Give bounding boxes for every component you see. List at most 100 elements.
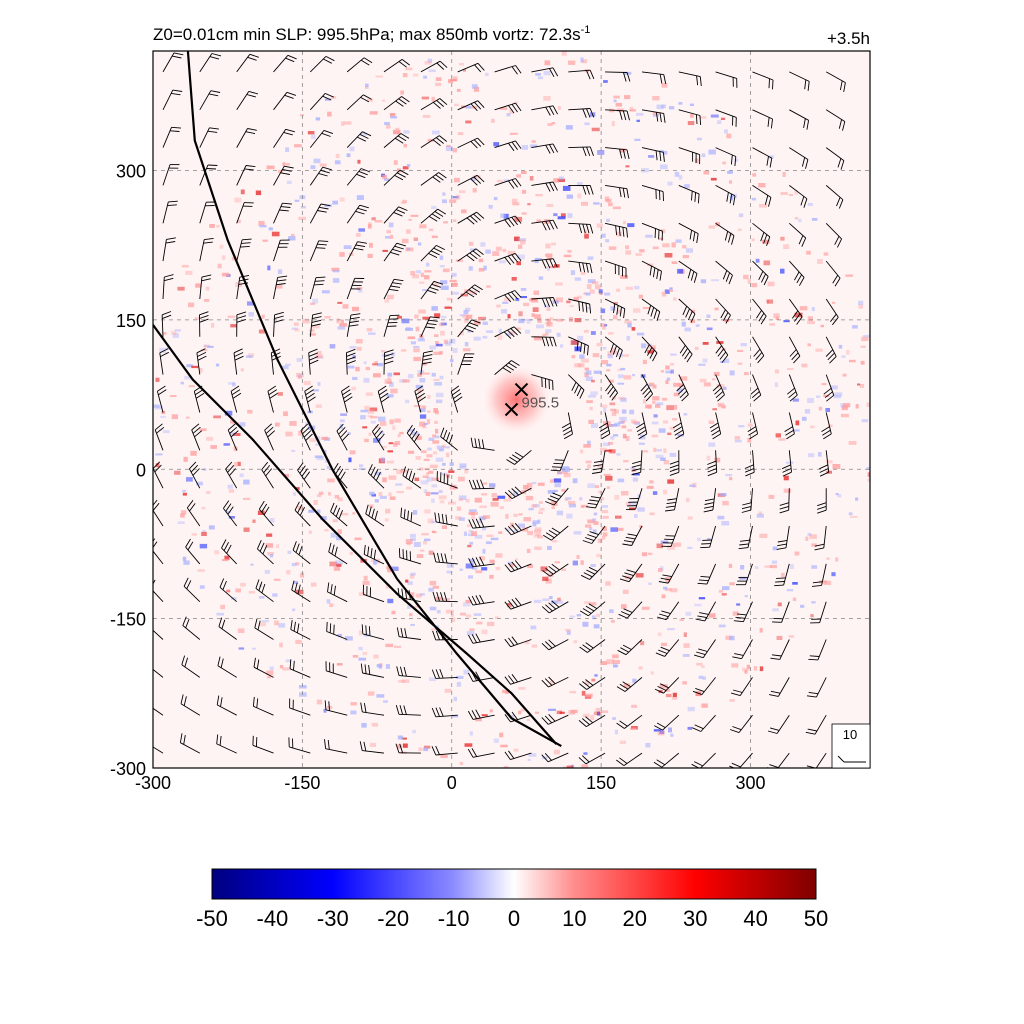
vorticity-positive-cell xyxy=(457,132,464,136)
wind-barb xyxy=(236,202,254,224)
vorticity-positive-cell xyxy=(390,388,398,394)
vorticity-positive-cell xyxy=(534,546,542,550)
vorticity-positive-cell xyxy=(794,312,803,318)
wind-barb-flag xyxy=(277,275,288,278)
vorticity-negative-cell xyxy=(610,527,618,532)
wind-barb-flag xyxy=(217,656,221,666)
vorticity-positive-cell xyxy=(817,259,823,264)
wind-barb-flag xyxy=(172,55,182,59)
wind-barb-flag xyxy=(246,94,257,98)
vorticity-positive-cell xyxy=(460,293,468,297)
vorticity-positive-cell xyxy=(405,579,409,583)
wind-barb-flag xyxy=(786,433,795,440)
vorticity-negative-cell xyxy=(431,498,435,503)
vorticity-positive-cell xyxy=(509,109,513,114)
wind-barb-flag xyxy=(230,430,239,438)
vorticity-positive-cell xyxy=(511,198,518,203)
vorticity-positive-cell xyxy=(658,568,663,572)
vorticity-positive-cell xyxy=(759,203,767,208)
wind-barb-flag xyxy=(769,694,779,697)
vorticity-positive-cell xyxy=(403,143,407,148)
vorticity-negative-cell xyxy=(678,102,683,105)
vorticity-positive-cell xyxy=(564,498,569,501)
vorticity-positive-cell xyxy=(671,696,678,700)
wind-barb-flag xyxy=(626,110,630,121)
wind-barb-flag xyxy=(505,364,515,371)
vorticity-positive-cell xyxy=(531,313,535,317)
wind-barb xyxy=(367,464,385,489)
vorticity-positive-cell xyxy=(396,168,401,173)
vorticity-positive-cell xyxy=(337,301,343,304)
wind-barb-flag xyxy=(431,213,441,220)
vorticity-positive-cell xyxy=(665,693,672,698)
wind-barb xyxy=(336,423,350,451)
vorticity-negative-cell xyxy=(537,76,544,80)
wind-barb-flag xyxy=(321,132,331,137)
wind-barb-flag xyxy=(582,146,587,157)
vorticity-positive-cell xyxy=(302,318,310,324)
wind-barb-flag xyxy=(195,392,205,399)
vorticity-negative-cell xyxy=(653,729,661,732)
wind-barb-flag xyxy=(545,182,551,192)
vorticity-positive-cell xyxy=(569,691,577,694)
vorticity-positive-cell xyxy=(729,180,733,184)
wind-barb-flag xyxy=(433,280,444,285)
wind-barb xyxy=(641,298,661,322)
wind-barb xyxy=(289,659,311,678)
wind-barb-flag xyxy=(579,610,589,617)
wind-barb xyxy=(199,311,209,337)
wind-barb-flag xyxy=(758,312,765,322)
wind-barb-flag xyxy=(508,142,515,152)
wind-barb xyxy=(273,128,296,148)
wind-barb-flag xyxy=(551,527,561,534)
wind-barb-flag xyxy=(180,694,184,704)
vorticity-positive-cell xyxy=(561,489,566,492)
wind-barb xyxy=(767,714,790,734)
wind-barb-flag xyxy=(543,534,552,541)
wind-barb-flag xyxy=(480,479,485,489)
vorticity-positive-cell xyxy=(387,381,392,384)
vorticity-positive-cell xyxy=(557,597,561,602)
vorticity-positive-cell xyxy=(574,363,582,368)
wind-barb xyxy=(420,280,444,300)
wind-barb-flag xyxy=(724,231,729,241)
wind-barb-flag xyxy=(344,396,353,403)
vorticity-positive-cell xyxy=(649,512,655,516)
wind-barb-flag xyxy=(429,286,439,291)
vorticity-negative-cell xyxy=(648,582,652,585)
vorticity-positive-cell xyxy=(619,740,626,744)
vorticity-positive-cell xyxy=(708,225,715,229)
vorticity-negative-cell xyxy=(285,659,292,663)
wind-barb-flag xyxy=(690,313,696,323)
vorticity-negative-cell xyxy=(293,492,297,496)
wind-barb-flag xyxy=(392,282,402,285)
wind-barb-flag xyxy=(241,242,251,244)
wind-barb xyxy=(494,102,522,114)
vorticity-positive-cell xyxy=(355,366,360,372)
vorticity-positive-cell xyxy=(752,173,757,177)
wind-barb-flag xyxy=(717,348,725,357)
vorticity-negative-cell xyxy=(503,179,510,182)
vorticity-positive-cell xyxy=(435,428,439,434)
wind-barb xyxy=(396,627,421,640)
wind-barb-flag xyxy=(720,309,726,319)
wind-barb-flag xyxy=(399,169,409,176)
wind-barb-flag xyxy=(289,659,292,669)
wind-barb xyxy=(752,71,774,90)
vorticity-negative-cell xyxy=(811,565,818,569)
wind-barb xyxy=(568,298,592,314)
colorbar-tick-label: 0 xyxy=(508,906,520,931)
wind-barb-flag xyxy=(582,108,587,118)
wind-barb-flag xyxy=(545,604,553,612)
vorticity-positive-cell xyxy=(601,710,609,713)
wind-barb xyxy=(707,450,718,477)
vorticity-negative-cell xyxy=(562,467,570,472)
wind-barb-flag xyxy=(504,676,511,685)
wind-barb-flag xyxy=(153,579,156,585)
wind-barb-flag xyxy=(552,105,558,115)
wind-barb-flag xyxy=(640,383,648,392)
vorticity-positive-cell xyxy=(722,161,726,165)
wind-barb xyxy=(747,412,759,440)
wind-barb-flag xyxy=(435,630,440,640)
vorticity-positive-cell xyxy=(532,307,539,312)
